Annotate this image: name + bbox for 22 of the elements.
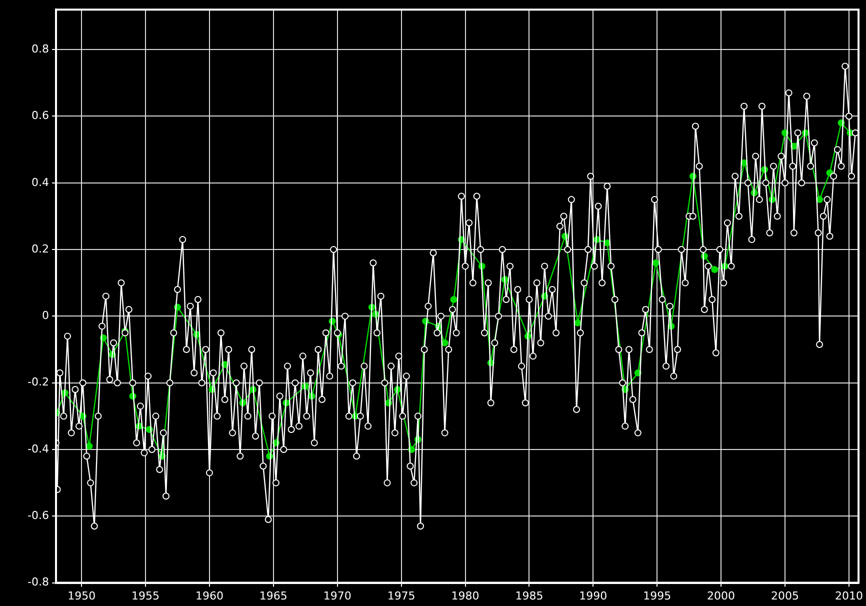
y-tick-label: 0.2 [32,242,49,256]
x-tick-label: 1960 [195,589,224,602]
y-tick-label: -0.8 [28,576,49,589]
x-tick-label: 2005 [770,589,799,602]
y-tick-label: 0 [42,309,49,322]
x-tick-label: 1955 [132,589,160,602]
y-tick-label: -0.4 [28,442,49,456]
x-tick-label: 1965 [259,589,288,602]
y-tick-label: 0.6 [32,109,49,122]
x-tick-label: 1950 [68,589,96,602]
x-tick-label: 1980 [451,589,480,602]
y-tick-label: 0.8 [32,42,49,56]
x-tick-label: 1995 [643,589,672,602]
x-tick-label: 1985 [515,589,544,602]
x-tick-label: 2010 [834,589,863,602]
y-tick-label: -0.6 [28,509,49,522]
x-tick-label: 1975 [387,589,416,602]
y-tick-label: -0.2 [28,376,49,389]
x-tick-label: 1970 [323,589,352,602]
y-tick-label: 0.4 [32,176,49,189]
x-tick-label: 2000 [707,589,736,602]
x-tick-label: 1990 [579,589,608,602]
